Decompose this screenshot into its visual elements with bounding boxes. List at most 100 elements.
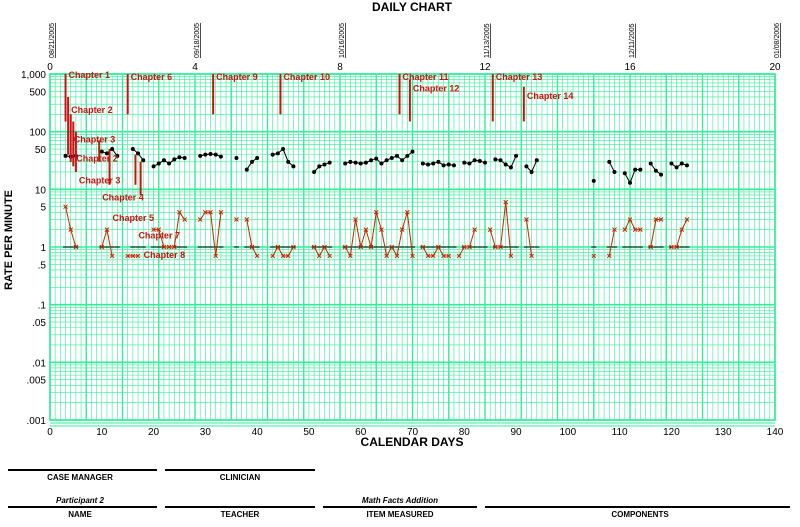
data-point-x-stroke <box>436 244 441 250</box>
series-connector <box>510 155 517 168</box>
data-point-x <box>171 244 177 250</box>
data-point-x-stroke <box>508 253 514 259</box>
data-layer <box>63 147 690 259</box>
series-connector <box>173 212 180 248</box>
data-point-x <box>125 253 131 259</box>
week-date-label: 09/18/2005 <box>194 23 201 58</box>
data-point-x <box>632 227 638 232</box>
data-point-x <box>280 253 286 259</box>
y-tick-label: 100 <box>29 128 46 139</box>
data-point-dot <box>167 161 172 166</box>
data-point-x-stroke <box>171 244 177 250</box>
data-point-x-stroke <box>627 217 633 222</box>
data-point-dot <box>63 153 68 158</box>
series-connector <box>375 212 382 230</box>
data-point-x <box>68 227 74 232</box>
data-point-x <box>156 227 162 232</box>
data-point-dot <box>218 154 223 159</box>
data-point-x-stroke <box>430 253 436 259</box>
data-point-x <box>311 244 317 250</box>
data-point-x-stroke <box>73 244 79 250</box>
y-tick-label: 500 <box>29 87 46 98</box>
data-point-x <box>679 227 685 232</box>
data-point-x-stroke <box>529 253 534 259</box>
data-point-dot <box>182 155 187 160</box>
data-point-dot <box>172 157 177 162</box>
data-point-x <box>493 244 498 250</box>
data-point-x-stroke <box>234 217 239 222</box>
data-point-dot <box>426 162 431 167</box>
week-date-label: 10/16/2005 <box>339 23 346 58</box>
series-connector <box>525 219 533 257</box>
data-point-x-stroke <box>684 217 690 222</box>
week-label: 0 <box>47 62 53 73</box>
week-label: 20 <box>769 62 781 73</box>
x-tick-label: 30 <box>200 427 212 438</box>
data-point-x-stroke <box>275 244 281 250</box>
data-point-dot <box>99 149 104 154</box>
data-point-dot <box>110 147 115 152</box>
data-point-dot <box>156 161 161 166</box>
data-point-x <box>208 209 213 215</box>
data-point-x <box>275 244 281 250</box>
data-point-x <box>363 227 369 232</box>
data-point-x-stroke <box>632 227 638 232</box>
y-axis-label: RATE PER MINUTE <box>3 190 15 290</box>
data-point-dot <box>638 167 643 172</box>
data-point-dot <box>446 162 451 167</box>
phase-change-label: Chapter 3 <box>79 176 121 186</box>
data-point-x <box>472 227 477 232</box>
data-point-x <box>425 253 431 259</box>
data-point-x <box>177 209 182 215</box>
data-point-x <box>270 253 276 259</box>
data-point-dot <box>389 155 394 160</box>
x-tick-label: 70 <box>407 427 419 438</box>
data-point-dot <box>503 162 508 167</box>
data-point-x <box>529 253 534 259</box>
series-connector <box>158 229 165 248</box>
data-point-x-stroke <box>679 227 685 232</box>
data-point-x-stroke <box>316 253 322 259</box>
data-point-dot <box>628 180 632 185</box>
data-point-dot <box>358 161 363 166</box>
data-point-dot <box>249 159 254 164</box>
data-point-dot <box>410 149 415 154</box>
data-point-dot <box>281 147 286 152</box>
data-point-x <box>73 244 79 250</box>
data-point-dot <box>441 163 446 168</box>
data-point-x-stroke <box>197 217 203 222</box>
data-point-dot <box>591 178 596 183</box>
series-connector <box>489 229 496 248</box>
data-point-x <box>467 244 472 250</box>
y-tick-label: .5 <box>38 260 47 271</box>
data-point-dot <box>684 163 689 168</box>
data-point-x <box>456 253 462 259</box>
series-connector <box>406 212 413 256</box>
data-point-x <box>322 244 327 250</box>
x-tick-label: 20 <box>148 427 160 438</box>
data-point-x-stroke <box>348 253 353 259</box>
data-point-x-stroke <box>503 199 509 205</box>
grid-layer <box>49 73 776 427</box>
series-connector <box>370 212 377 248</box>
data-point-dot <box>493 157 498 162</box>
data-point-x <box>404 209 410 215</box>
data-point-x-stroke <box>648 244 654 250</box>
series-connector <box>629 169 636 183</box>
data-point-dot <box>213 152 218 157</box>
series-connector <box>676 229 683 248</box>
y-tick-label: 1,000 <box>21 70 46 81</box>
series-connector <box>401 212 408 230</box>
data-point-dot <box>679 161 684 166</box>
data-point-x <box>348 253 353 259</box>
y-tick-label: 1 <box>40 243 46 254</box>
data-point-x-stroke <box>410 253 415 259</box>
data-point-x-stroke <box>166 244 172 250</box>
data-point-dot <box>405 153 410 158</box>
data-point-dot <box>514 153 519 158</box>
data-point-x-stroke <box>487 227 493 232</box>
data-point-x-stroke <box>327 253 332 259</box>
data-point-dot <box>203 152 208 157</box>
data-point-x-stroke <box>208 209 213 215</box>
